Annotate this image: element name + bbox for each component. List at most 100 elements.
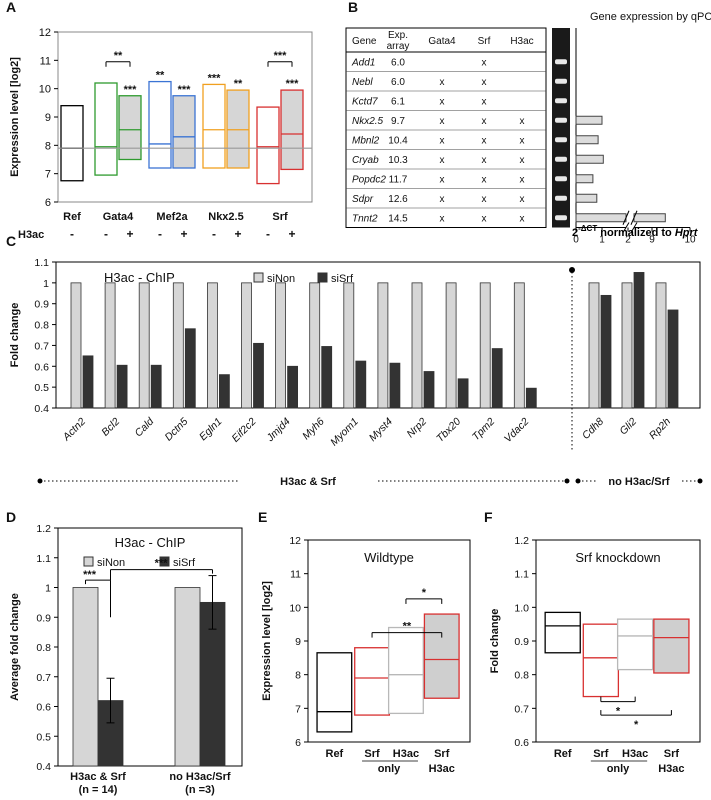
panel-c-category-label: Vdac2 xyxy=(502,416,532,446)
panel-b-bar xyxy=(575,213,627,223)
panel-b-xtick-label: 2 xyxy=(625,235,631,246)
panel-c-ytick-label: 0.9 xyxy=(34,299,49,311)
panel-c-category-label: Egln1 xyxy=(197,416,224,443)
table-cell-gene: Tnnt2 xyxy=(352,214,378,225)
panel-b-bar xyxy=(575,115,603,125)
panel-a-ytick-label: 6 xyxy=(45,197,51,209)
panel-a-significance: *** xyxy=(178,84,192,96)
panel-f-significance: * xyxy=(634,719,639,731)
table-cell-exp: 14.5 xyxy=(388,214,408,225)
panel-c-divider-dot xyxy=(569,267,575,273)
table-cell-exp: 12.6 xyxy=(388,194,408,205)
panel-b-bar xyxy=(575,193,598,203)
table-cell-srf: x xyxy=(482,58,487,69)
panel-a-h3ac-row-label: H3ac xyxy=(18,229,44,241)
panel-f-box xyxy=(582,623,620,698)
panel-f-ytick-label: 0.6 xyxy=(514,737,529,749)
panel-c-bar-sisrf xyxy=(633,272,645,409)
panel-c-bar-sinon xyxy=(445,282,457,409)
panel-e-ylabel: Expression level [log2] xyxy=(261,581,273,701)
table-cell-srf: x xyxy=(482,97,487,108)
panel-c-legend-swatch-sisrf xyxy=(317,272,328,283)
panel-a-ytick-label: 8 xyxy=(45,140,51,152)
panel-c-bar-sinon xyxy=(275,282,287,409)
panel-d-category-label: H3ac & Srf xyxy=(70,771,126,783)
table-cell-exp: 11.7 xyxy=(389,175,408,186)
panel-c-legend-label-sinon: siNon xyxy=(267,273,295,285)
panel-c-bar-sisrf xyxy=(667,309,679,409)
panel-b-xtick-label: 0 xyxy=(573,235,579,246)
table-header-gata4: Gata4 xyxy=(428,36,456,47)
panel-b-gel-band xyxy=(555,195,567,201)
panel-c-category-label: Tpm2 xyxy=(470,416,498,444)
panel-c-bar-sisrf xyxy=(355,360,367,409)
panel-a-h3ac-sign: + xyxy=(288,227,295,241)
panel-a-significance: ** xyxy=(156,70,165,82)
panel-c-group-caption: H3ac & Srf xyxy=(280,476,336,488)
panel-a-h3ac-sign: + xyxy=(126,227,133,241)
panel-a-significance: *** xyxy=(124,84,138,96)
panel-e-ytick-label: 7 xyxy=(295,703,301,715)
table-header-gene: Gene xyxy=(352,36,377,47)
panel-b-gel-band xyxy=(555,98,567,104)
panel-a-h3ac-sign: + xyxy=(180,227,187,241)
panel-a-h3ac-sign: + xyxy=(234,227,241,241)
panel-f-category-label: Ref xyxy=(554,748,572,760)
panel-c-bar-sinon xyxy=(309,282,321,409)
panel-c-category-label: Myom1 xyxy=(328,416,361,449)
panel-c-category-label: Nrp2 xyxy=(405,416,430,441)
panel-e-category-label: H3ac xyxy=(393,748,419,760)
table-cell-h3ac: x xyxy=(520,116,525,127)
panel-a-ytick-label: 10 xyxy=(39,84,51,96)
panel-letter-A: A xyxy=(6,0,16,15)
panel-f-box xyxy=(653,618,690,674)
panel-d-title: H3ac - ChIP xyxy=(115,535,186,550)
panel-e-category-label: Srf xyxy=(434,748,450,760)
panel-e-ytick-label: 12 xyxy=(289,535,301,547)
table-cell-exp: 10.3 xyxy=(388,155,408,166)
panel-d-ytick-label: 0.6 xyxy=(36,702,51,714)
panel-c-legend-swatch-sinon xyxy=(253,272,264,283)
panel-b-gel-band xyxy=(555,78,567,84)
table-cell-h3ac: x xyxy=(520,136,525,147)
panel-c-ytick-label: 0.8 xyxy=(34,320,49,332)
panel-c-category-label: Tbx20 xyxy=(434,416,463,445)
panel-a-bracket-label: ** xyxy=(114,50,123,62)
panel-e-ytick-label: 9 xyxy=(295,636,301,648)
panel-c-bar-sisrf xyxy=(600,294,612,409)
panel-a-ytick-label: 12 xyxy=(39,27,51,39)
panel-a-ylabel: Expression level [log2] xyxy=(9,57,21,177)
panel-b-gel-band xyxy=(555,59,567,65)
table-cell-gene: Mbnl2 xyxy=(352,136,380,147)
panel-a-h3ac-sign: - xyxy=(70,227,74,241)
panel-c-bar-sinon xyxy=(172,282,184,409)
panel-b-bar xyxy=(575,174,594,184)
panel-d-significance: *** xyxy=(155,558,169,570)
panel-c-ytick-label: 1 xyxy=(43,278,49,290)
panel-a-significance: *** xyxy=(208,72,222,84)
panel-e-ytick-label: 11 xyxy=(290,569,301,581)
panel-a-h3ac-sign: - xyxy=(266,227,270,241)
panel-d-ytick-label: 0.5 xyxy=(36,731,51,743)
panel-b-gel-band xyxy=(555,137,567,143)
panel-a-box xyxy=(172,95,196,169)
panel-d-legend-label-sisrf: siSrf xyxy=(173,557,196,569)
panel-f-category-label: Srf xyxy=(593,748,609,760)
table-cell-gene: Sdpr xyxy=(352,194,374,205)
table-header-h3ac: H3ac xyxy=(510,36,533,47)
panel-d-category-n: (n =3) xyxy=(185,784,215,796)
panel-c-bar-sisrf xyxy=(389,362,401,409)
panel-d-bar-sinon xyxy=(72,587,99,767)
panel-d-ylabel: Average fold change xyxy=(9,593,21,701)
panel-c-title: H3ac - ChIP xyxy=(104,270,175,285)
panel-f-ytick-label: 0.7 xyxy=(514,703,529,715)
panel-a-box xyxy=(226,89,250,169)
panel-c-category-label: Jmjd4 xyxy=(264,416,293,445)
panel-c-group-dot xyxy=(697,478,703,484)
panel-f-title: Srf knockdown xyxy=(575,550,660,565)
table-cell-srf: x xyxy=(482,136,487,147)
panel-c-category-label: Eif2c2 xyxy=(229,416,258,445)
panel-c-bar-sinon xyxy=(655,282,667,409)
panel-c-category-label: Dctn5 xyxy=(163,416,191,444)
panel-a-h3ac-sign: - xyxy=(158,227,162,241)
